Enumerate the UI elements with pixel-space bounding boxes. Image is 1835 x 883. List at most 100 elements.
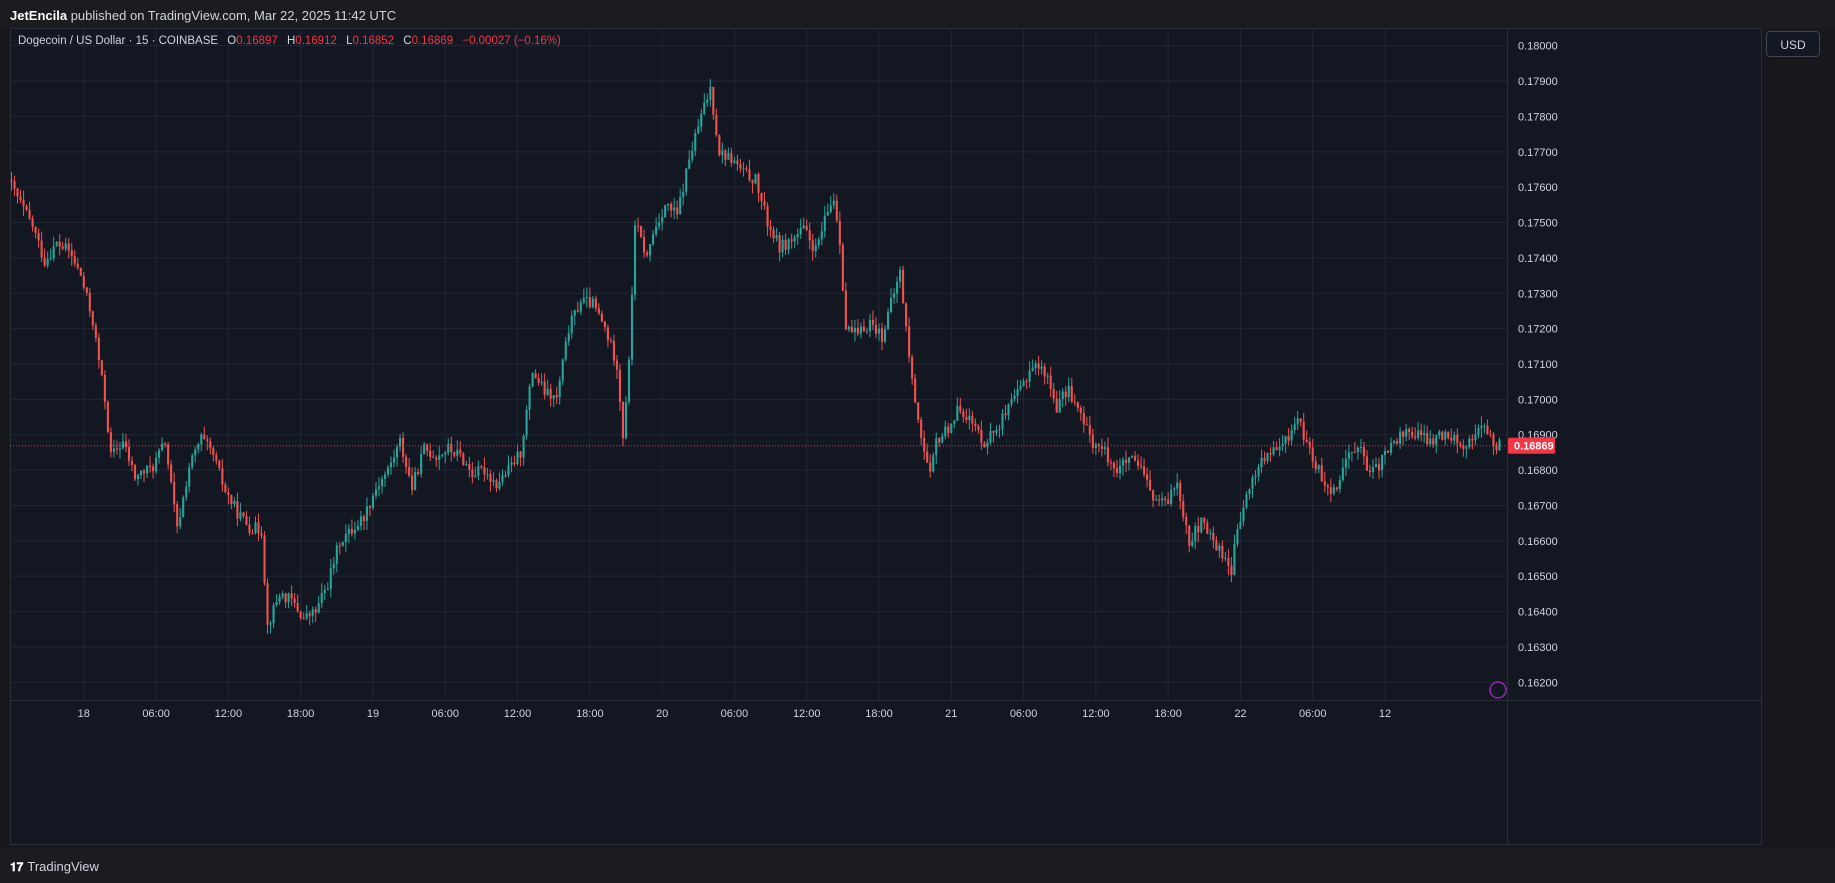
candle-body (1293, 424, 1296, 431)
candle-body (468, 463, 471, 470)
candle-body (760, 192, 763, 202)
currency-button[interactable]: USD (1766, 31, 1820, 57)
candle-body (1152, 490, 1155, 501)
candle-body (1492, 434, 1495, 446)
candle-body (368, 506, 372, 508)
candle-body (332, 563, 335, 569)
candle-body (1112, 462, 1115, 469)
candle-body (850, 326, 853, 333)
candle-body (983, 442, 986, 448)
candle-body (787, 239, 790, 250)
candle-body (1061, 391, 1064, 400)
candle-body (296, 602, 299, 612)
candle-body (221, 468, 224, 485)
candle-body (1489, 434, 1492, 436)
x-tick-label: 18:00 (287, 708, 315, 720)
candle-body (658, 222, 661, 227)
candle-body (359, 516, 362, 526)
candle-body (932, 455, 935, 472)
candle-body (718, 135, 721, 156)
candle-body (799, 228, 802, 235)
candle-body (49, 258, 52, 260)
x-tick-label: 06:00 (721, 708, 749, 720)
open-label: O (227, 35, 237, 47)
candle-body (1146, 474, 1149, 480)
candle-body (1432, 438, 1435, 445)
candle-body (495, 480, 498, 489)
candle-body (501, 475, 504, 482)
x-tick-label: 18:00 (576, 708, 604, 720)
candle-body (215, 455, 218, 461)
candle-body (549, 388, 552, 399)
candle-body (1359, 447, 1362, 449)
tradingview-brand[interactable]: 𝟏𝟕 TradingView (10, 859, 99, 875)
candle-body (1037, 363, 1040, 369)
candle-body (100, 360, 103, 375)
last-price-tag (1508, 437, 1555, 454)
author-name: JetEncila (10, 8, 68, 23)
candle-body (13, 181, 16, 189)
candle-body (471, 469, 474, 478)
candle-body (1133, 456, 1137, 461)
candle-body (1016, 389, 1019, 396)
candle-body (896, 281, 899, 294)
candle-body (248, 524, 251, 533)
y-tick-label: 0.18000 (1518, 41, 1558, 53)
candle-body (871, 319, 875, 325)
candle-body (1046, 375, 1049, 377)
candle-body (236, 501, 239, 519)
candle-body (917, 402, 920, 420)
candle-body (911, 356, 914, 379)
candle-body (1034, 363, 1037, 368)
brand-text: TradingView (27, 859, 99, 874)
candle-body (923, 437, 926, 452)
candle-body (920, 419, 923, 438)
candle-body (555, 395, 558, 398)
candle-body (353, 529, 356, 534)
candle-body (480, 466, 483, 468)
candle-body (688, 159, 691, 169)
candle-body (639, 226, 643, 237)
candle-body (763, 201, 766, 206)
candle-body (1040, 366, 1043, 369)
candle-body (579, 302, 582, 312)
candle-body (655, 226, 658, 235)
candle-body (1275, 447, 1278, 451)
candle-body (899, 269, 902, 282)
candle-body (1001, 413, 1004, 430)
chart-pane[interactable] (10, 28, 1762, 845)
candle-body (344, 534, 347, 543)
candle-body (1353, 451, 1356, 453)
candle-body (1272, 447, 1275, 455)
candle-body (450, 444, 453, 453)
candle-body (456, 449, 459, 456)
candle-body (1094, 444, 1097, 448)
candle-body (902, 269, 905, 304)
candle-body (245, 516, 248, 525)
candle-body (1185, 516, 1188, 526)
candle-body (383, 474, 387, 480)
candle-body (459, 449, 462, 454)
candle-body (992, 431, 995, 433)
candle-body (338, 545, 341, 547)
candle-body (588, 296, 591, 308)
y-tick-label: 0.17100 (1518, 359, 1558, 371)
candle-body (233, 501, 236, 505)
candle-body (636, 225, 640, 227)
candle-body (188, 467, 191, 487)
candle-body (408, 466, 411, 476)
candle-body (34, 226, 37, 233)
candle-body (200, 434, 203, 445)
candle-body (386, 467, 390, 475)
candle-body (685, 168, 688, 192)
candle-body (127, 447, 131, 461)
candle-body (883, 329, 887, 342)
candle-body (1287, 436, 1290, 441)
candle-body (537, 378, 540, 383)
x-tick-label: 12 (1379, 708, 1391, 720)
candle-body (88, 292, 91, 312)
candle-body (1368, 470, 1372, 473)
candle-body (573, 310, 576, 316)
candle-body (124, 441, 128, 448)
